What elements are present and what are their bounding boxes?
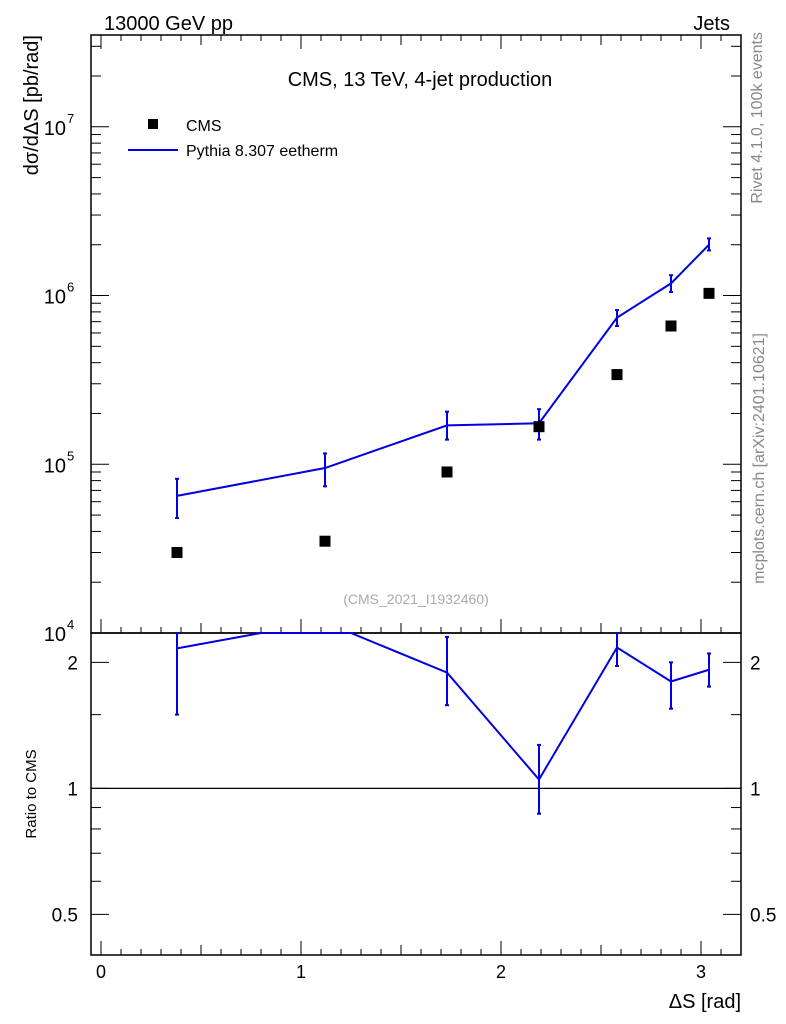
analysis-tag: (CMS_2021_I1932460) — [343, 591, 489, 607]
y-tick-label-base: 10 — [44, 624, 66, 646]
data-point — [703, 287, 715, 299]
y-tick-label-exponent: 6 — [67, 280, 74, 295]
chart-title: CMS, 13 TeV, 4-jet production — [288, 69, 553, 91]
mc-series-line — [176, 244, 710, 497]
header-right: Jets — [693, 13, 730, 35]
y-tick-label-base: 10 — [44, 118, 66, 140]
x-axis-label: ΔS [rad] — [669, 991, 741, 1013]
legend-label-data: CMS — [186, 118, 222, 135]
x-tick-label: 0 — [96, 962, 106, 982]
rivet-label: Rivet 4.1.0, 100k events — [749, 32, 766, 204]
ratio-tick-label-right: 2 — [750, 653, 761, 674]
legend-marker-data — [148, 119, 158, 129]
y-axis-label-ratio: Ratio to CMS — [23, 749, 40, 838]
data-point — [611, 369, 623, 381]
y-tick-label-exponent: 4 — [67, 617, 74, 632]
data-point — [665, 320, 677, 332]
data-point — [319, 535, 331, 547]
ratio-tick-label-right: 0.5 — [750, 905, 776, 926]
ratio-tick-label-left: 1 — [67, 779, 78, 800]
mcplots-label: mcplots.cern.ch [arXiv:2401.10621] — [751, 333, 768, 584]
data-point — [441, 466, 453, 478]
ratio-tick-label-left: 2 — [67, 653, 78, 674]
data-point — [171, 546, 183, 558]
data-layer — [171, 287, 715, 558]
ratio-tick-label-left: 0.5 — [52, 905, 78, 926]
legend-label-mc: Pythia 8.307 eetherm — [186, 143, 338, 160]
ratio-tick-label-right: 1 — [750, 779, 761, 800]
data-point — [533, 421, 545, 433]
header-left: 13000 GeV pp — [104, 13, 233, 35]
ratio-panel-frame — [90, 632, 742, 956]
y-tick-label-exponent: 5 — [67, 448, 74, 463]
y-tick-label-exponent: 7 — [67, 111, 74, 126]
ratio-series-line — [176, 632, 710, 782]
y-axis-label-main: dσ/dΔS [pb/rad] — [21, 35, 43, 175]
ratio-layer — [175, 632, 711, 815]
y-tick-label-base: 10 — [44, 455, 66, 477]
y-tick-label-base: 10 — [44, 287, 66, 309]
x-tick-label: 2 — [496, 962, 506, 982]
x-tick-label: 1 — [296, 962, 306, 982]
x-tick-label: 3 — [696, 962, 706, 982]
